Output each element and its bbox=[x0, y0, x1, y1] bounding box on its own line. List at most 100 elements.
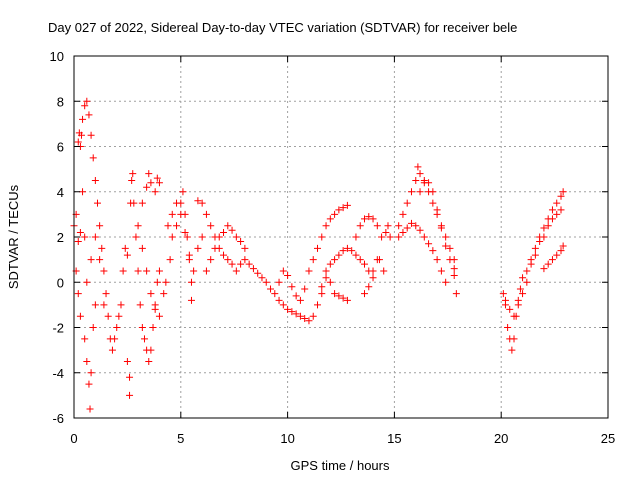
data-point bbox=[258, 274, 266, 282]
data-point bbox=[322, 267, 330, 275]
data-point bbox=[557, 192, 565, 200]
data-point bbox=[553, 210, 561, 218]
data-point bbox=[155, 179, 163, 187]
data-point bbox=[506, 305, 514, 313]
data-point bbox=[420, 176, 428, 184]
data-point bbox=[292, 310, 300, 318]
data-point bbox=[74, 138, 82, 146]
data-point bbox=[155, 267, 163, 275]
x-axis-label: GPS time / hours bbox=[291, 458, 390, 473]
y-tick-label: 0 bbox=[57, 275, 64, 290]
data-point bbox=[194, 244, 202, 252]
data-point bbox=[207, 222, 215, 230]
data-point bbox=[557, 247, 565, 255]
data-point bbox=[153, 278, 161, 286]
data-point bbox=[536, 238, 544, 246]
data-point bbox=[74, 290, 82, 298]
data-point bbox=[343, 244, 351, 252]
data-point bbox=[433, 206, 441, 214]
data-point bbox=[508, 346, 516, 354]
data-point bbox=[548, 206, 556, 214]
data-point bbox=[384, 222, 392, 230]
data-point bbox=[326, 278, 334, 286]
data-point bbox=[104, 312, 112, 320]
data-point bbox=[544, 260, 552, 268]
data-point bbox=[123, 251, 131, 259]
data-point bbox=[126, 391, 134, 399]
data-point bbox=[531, 244, 539, 252]
data-point bbox=[450, 265, 458, 273]
data-point bbox=[168, 233, 176, 241]
data-point bbox=[87, 256, 95, 264]
data-point bbox=[177, 210, 185, 218]
data-point bbox=[87, 131, 95, 139]
y-tick-label: -4 bbox=[52, 366, 64, 381]
data-point bbox=[348, 247, 356, 255]
data-point bbox=[155, 312, 163, 320]
data-point bbox=[228, 226, 236, 234]
data-point bbox=[339, 294, 347, 302]
data-point bbox=[162, 278, 170, 286]
data-point bbox=[523, 278, 531, 286]
data-point bbox=[318, 283, 326, 291]
data-point bbox=[147, 179, 155, 187]
data-point bbox=[407, 188, 415, 196]
data-point bbox=[395, 233, 403, 241]
data-point bbox=[224, 222, 232, 230]
data-point bbox=[241, 256, 249, 264]
data-point bbox=[81, 102, 89, 110]
y-tick-label: -6 bbox=[52, 411, 64, 426]
data-point bbox=[168, 210, 176, 218]
data-point bbox=[356, 222, 364, 230]
data-point bbox=[309, 256, 317, 264]
y-tick-label: 6 bbox=[57, 140, 64, 155]
data-point bbox=[301, 285, 309, 293]
data-point bbox=[531, 251, 539, 259]
data-point bbox=[245, 260, 253, 268]
data-point bbox=[151, 188, 159, 196]
data-point bbox=[134, 267, 142, 275]
data-point bbox=[81, 233, 89, 241]
data-point bbox=[75, 129, 83, 137]
data-point bbox=[145, 170, 153, 178]
data-point bbox=[343, 296, 351, 304]
data-point bbox=[331, 256, 339, 264]
data-point bbox=[425, 179, 433, 187]
data-point bbox=[136, 301, 144, 309]
data-point bbox=[416, 226, 424, 234]
data-point bbox=[232, 267, 240, 275]
data-point bbox=[442, 242, 450, 250]
data-point bbox=[399, 228, 407, 236]
data-point bbox=[166, 256, 174, 264]
data-point bbox=[352, 233, 360, 241]
data-point bbox=[548, 256, 556, 264]
data-point bbox=[76, 228, 84, 236]
data-point bbox=[504, 324, 512, 331]
data-point bbox=[360, 290, 368, 298]
data-point bbox=[198, 233, 206, 241]
data-point bbox=[194, 197, 202, 205]
data-point bbox=[322, 222, 330, 230]
data-point bbox=[275, 278, 283, 286]
data-point bbox=[437, 267, 445, 275]
data-point bbox=[412, 176, 420, 184]
data-point bbox=[519, 290, 527, 298]
data-point bbox=[179, 188, 187, 196]
data-point bbox=[559, 188, 567, 196]
data-point bbox=[335, 292, 343, 300]
data-point bbox=[102, 290, 110, 298]
data-point bbox=[224, 256, 232, 264]
data-point bbox=[117, 301, 125, 309]
data-point bbox=[111, 335, 119, 343]
y-tick-label: 10 bbox=[50, 49, 64, 64]
data-point bbox=[138, 199, 146, 207]
y-tick-label: 2 bbox=[57, 230, 64, 245]
data-point bbox=[81, 335, 89, 343]
data-point bbox=[96, 256, 104, 264]
data-point bbox=[501, 296, 509, 304]
data-point bbox=[314, 244, 322, 252]
data-point bbox=[187, 278, 195, 286]
data-point bbox=[429, 247, 437, 255]
data-point bbox=[183, 233, 191, 241]
data-point bbox=[74, 238, 82, 246]
